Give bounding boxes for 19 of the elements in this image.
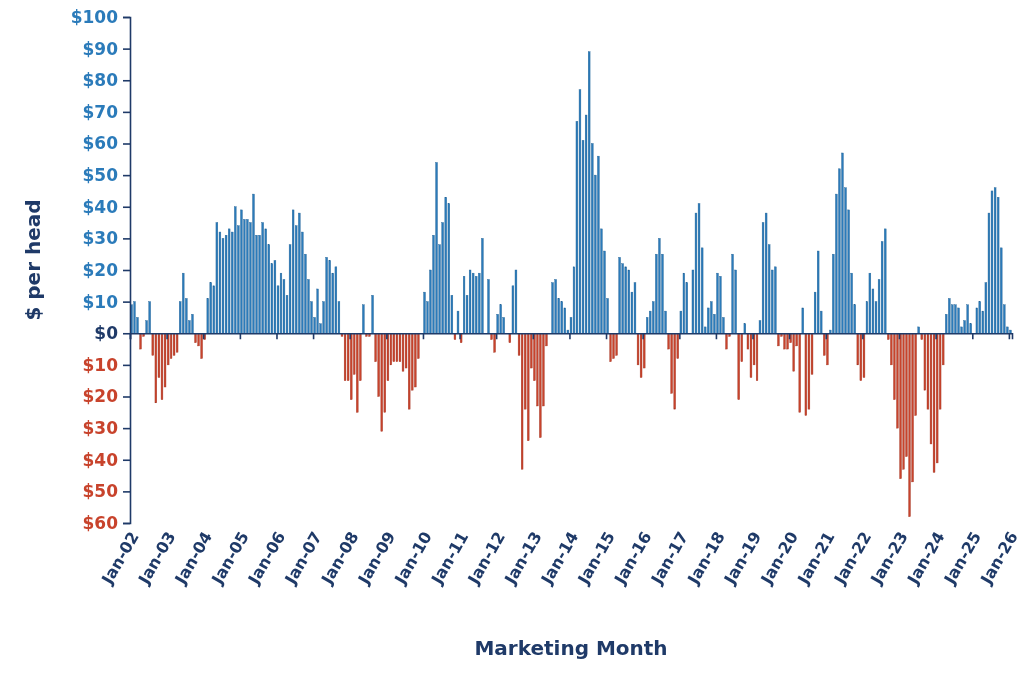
y-tick-label: $40: [82, 196, 119, 217]
y-tick-label: $30: [82, 418, 119, 439]
y-tick-label: $100: [70, 6, 119, 27]
y-tick-label: $40: [82, 449, 119, 470]
y-tick-label: $30: [82, 228, 119, 249]
y-tick-label: $60: [82, 133, 119, 154]
y-tick-label: $20: [82, 259, 119, 280]
y-tick-label: $0: [94, 323, 119, 344]
y-tick-label: $80: [82, 70, 119, 91]
y-tick-label: $60: [82, 512, 119, 533]
y-axis-title: $ per head: [21, 199, 45, 321]
y-tick-label: $10: [82, 291, 119, 312]
x-axis-title: Marketing Month: [474, 636, 668, 660]
y-tick-label: $50: [82, 481, 119, 502]
y-tick-label: $70: [82, 101, 119, 122]
y-tick-label: $50: [82, 165, 119, 186]
y-tick-label: $90: [82, 38, 119, 59]
y-tick-label: $20: [82, 386, 119, 407]
y-tick-label: $10: [82, 354, 119, 375]
